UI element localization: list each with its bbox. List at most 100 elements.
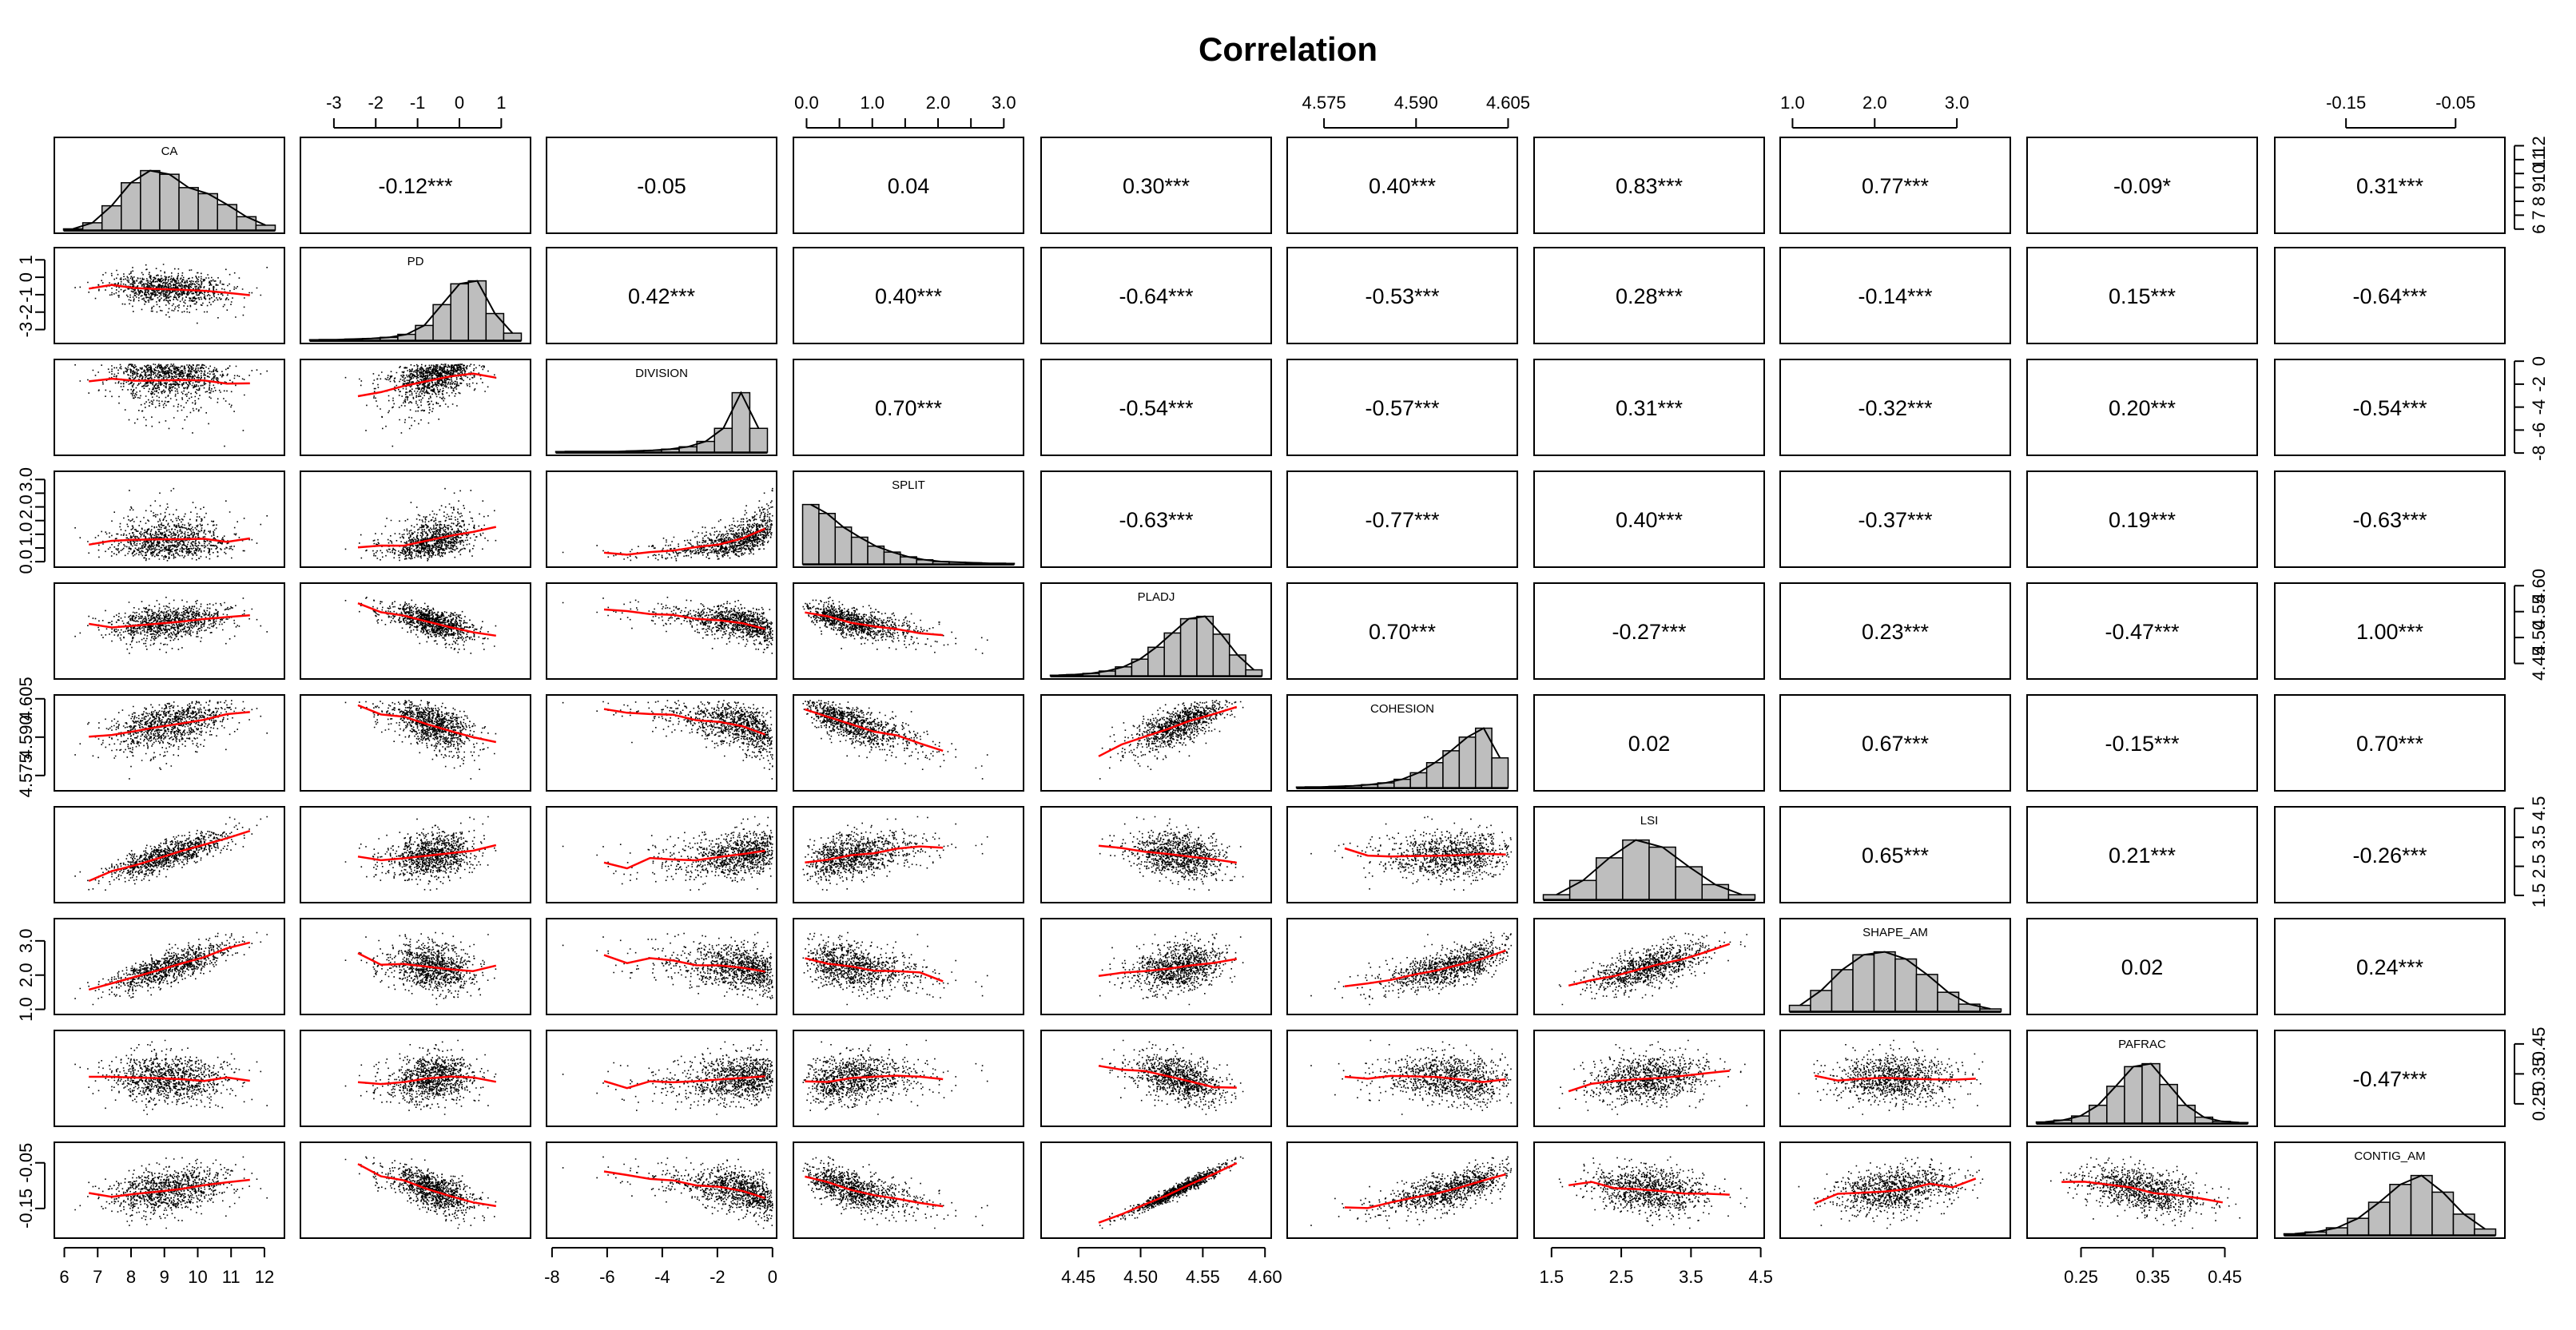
- scatter-points: [344, 1156, 497, 1229]
- x-axis-PAFRAC: 0.25 0.35 0.45: [2064, 1247, 2242, 1287]
- density-curve: [810, 503, 1007, 565]
- tick-label: 11: [222, 1267, 241, 1287]
- smooth-fit-line: [1568, 1070, 1730, 1093]
- panel-border: [1286, 1030, 1518, 1127]
- panel-border: [1533, 582, 1765, 680]
- panel-0-6: 0.83***: [1533, 137, 1765, 234]
- smooth-fit-line: [1098, 1065, 1237, 1089]
- tick-label: 9: [160, 1267, 169, 1287]
- chart-title: Correlation: [1198, 30, 1378, 68]
- x-axis-COHESION: 4.575 4.590 4.605: [1302, 93, 1530, 129]
- panel-border: [1533, 359, 1765, 456]
- correlation-value: -0.14***: [1858, 284, 1933, 308]
- histogram-bar: [1196, 615, 1214, 677]
- tick-label: -6: [599, 1267, 615, 1287]
- panel-border: [1779, 1141, 2011, 1239]
- panel-border: [2026, 247, 2258, 344]
- tick-label: 4.590: [1394, 93, 1438, 113]
- panel-border: [2026, 1141, 2258, 1239]
- panel-9-0: [54, 1141, 285, 1239]
- scatter-points: [74, 1156, 268, 1229]
- tick-label: 3.5: [2529, 825, 2549, 850]
- y-axis-CONTIG_AM: -0.15 -0.05: [16, 1143, 46, 1229]
- histogram-bar: [2410, 1174, 2433, 1236]
- tick-label: 1.0: [16, 522, 36, 547]
- panel-1-9: -0.64***: [2274, 247, 2506, 344]
- correlation-value: 0.30***: [1123, 174, 1191, 198]
- density-curve: [2294, 1174, 2486, 1235]
- correlation-value: -0.57***: [1365, 396, 1440, 420]
- histogram-bar: [1979, 1008, 2002, 1012]
- panel-6-0: [54, 806, 285, 903]
- histogram-bar: [714, 427, 733, 453]
- tick-label: 0: [2529, 356, 2549, 366]
- panel-4-8: -0.47***: [2026, 582, 2258, 680]
- correlation-value: -0.53***: [1365, 284, 1440, 308]
- tick-label: 4.45: [1061, 1267, 1095, 1287]
- tick-label: 4.60: [1248, 1267, 1282, 1287]
- histogram-bar: [1542, 894, 1571, 900]
- panel-border: [2026, 470, 2258, 568]
- variable-label: CONTIG_AM: [2354, 1149, 2425, 1163]
- scatter-points: [802, 700, 988, 780]
- panel-4-2: [546, 582, 777, 680]
- smooth-fit-line: [1344, 1074, 1506, 1083]
- smooth-fit-line: [805, 1074, 944, 1083]
- panel-border: [300, 247, 531, 344]
- scatter-points: [562, 1156, 773, 1229]
- tick-label: 10: [2529, 164, 2549, 183]
- panel-6-1: [300, 806, 531, 903]
- scatter-points: [1310, 816, 1513, 891]
- scatter-points: [344, 1039, 497, 1115]
- panel-border: [54, 918, 285, 1015]
- smooth-fit-line: [357, 526, 497, 549]
- correlation-value: 0.70***: [1369, 620, 1437, 644]
- scatter-points: [1558, 931, 1747, 1006]
- correlation-value: -0.54***: [1119, 396, 1194, 420]
- panel-border: [2274, 582, 2506, 680]
- panel-8-0: [54, 1030, 285, 1127]
- panel-border: [1040, 359, 1272, 456]
- correlation-value: -0.05: [637, 174, 686, 198]
- histogram-bar: [1894, 958, 1918, 1012]
- scatter-points: [802, 1156, 988, 1229]
- histogram-bar: [818, 513, 837, 565]
- x-axis-SPLIT: 0.0 1.0 2.0 3.0: [794, 93, 1016, 129]
- panel-2-1: [300, 359, 531, 456]
- panel-4-3: [793, 582, 1024, 680]
- panel-border: [546, 247, 777, 344]
- variable-label: SHAPE_AM: [1862, 926, 1928, 939]
- smooth-fit-line: [1344, 949, 1507, 988]
- tick-label: 1: [496, 93, 506, 113]
- panel-border: [1533, 694, 1765, 792]
- x-axis-DIVISION: -8 -6 -4 -2 0: [544, 1247, 777, 1287]
- correlation-value: -0.63***: [1119, 508, 1194, 532]
- panel-border: [2026, 1030, 2258, 1127]
- histogram-bar: [178, 187, 199, 231]
- x-axis-PLADJ: 4.45 4.50 4.55 4.60: [1061, 1247, 1282, 1287]
- panel-2-4: -0.54***: [1040, 359, 1272, 456]
- panel-border: [1779, 470, 2011, 568]
- correlation-value: -0.32***: [1858, 396, 1933, 420]
- smooth-fit-line: [89, 377, 250, 385]
- panel-5-4: [1040, 694, 1272, 792]
- correlation-value: 0.70***: [2356, 732, 2424, 756]
- density-curve: [564, 391, 760, 453]
- y-axis-PAFRAC: 0.250.350.45: [2514, 1026, 2549, 1121]
- tick-label: 4.5: [1748, 1267, 1773, 1287]
- correlation-value: 0.67***: [1862, 732, 1930, 756]
- tick-label: 0: [768, 1267, 777, 1287]
- panel-9-9: CONTIG_AM: [2274, 1141, 2506, 1239]
- panel-border: [1040, 918, 1272, 1015]
- scatter-points: [1310, 931, 1513, 1006]
- panel-3-5: -0.77***: [1286, 470, 1518, 568]
- y-axis-SHAPE_AM: 1.0 2.0 3.0: [16, 929, 46, 1022]
- histogram-bar: [1163, 632, 1182, 677]
- panel-1-1: PD: [300, 247, 531, 344]
- tick-label: -4: [654, 1267, 670, 1287]
- correlation-value: 0.40***: [875, 284, 943, 308]
- panel-border: [1286, 918, 1518, 1015]
- scatter-points: [802, 816, 988, 891]
- panel-8-5: [1286, 1030, 1518, 1127]
- variable-label: SPLIT: [892, 478, 925, 492]
